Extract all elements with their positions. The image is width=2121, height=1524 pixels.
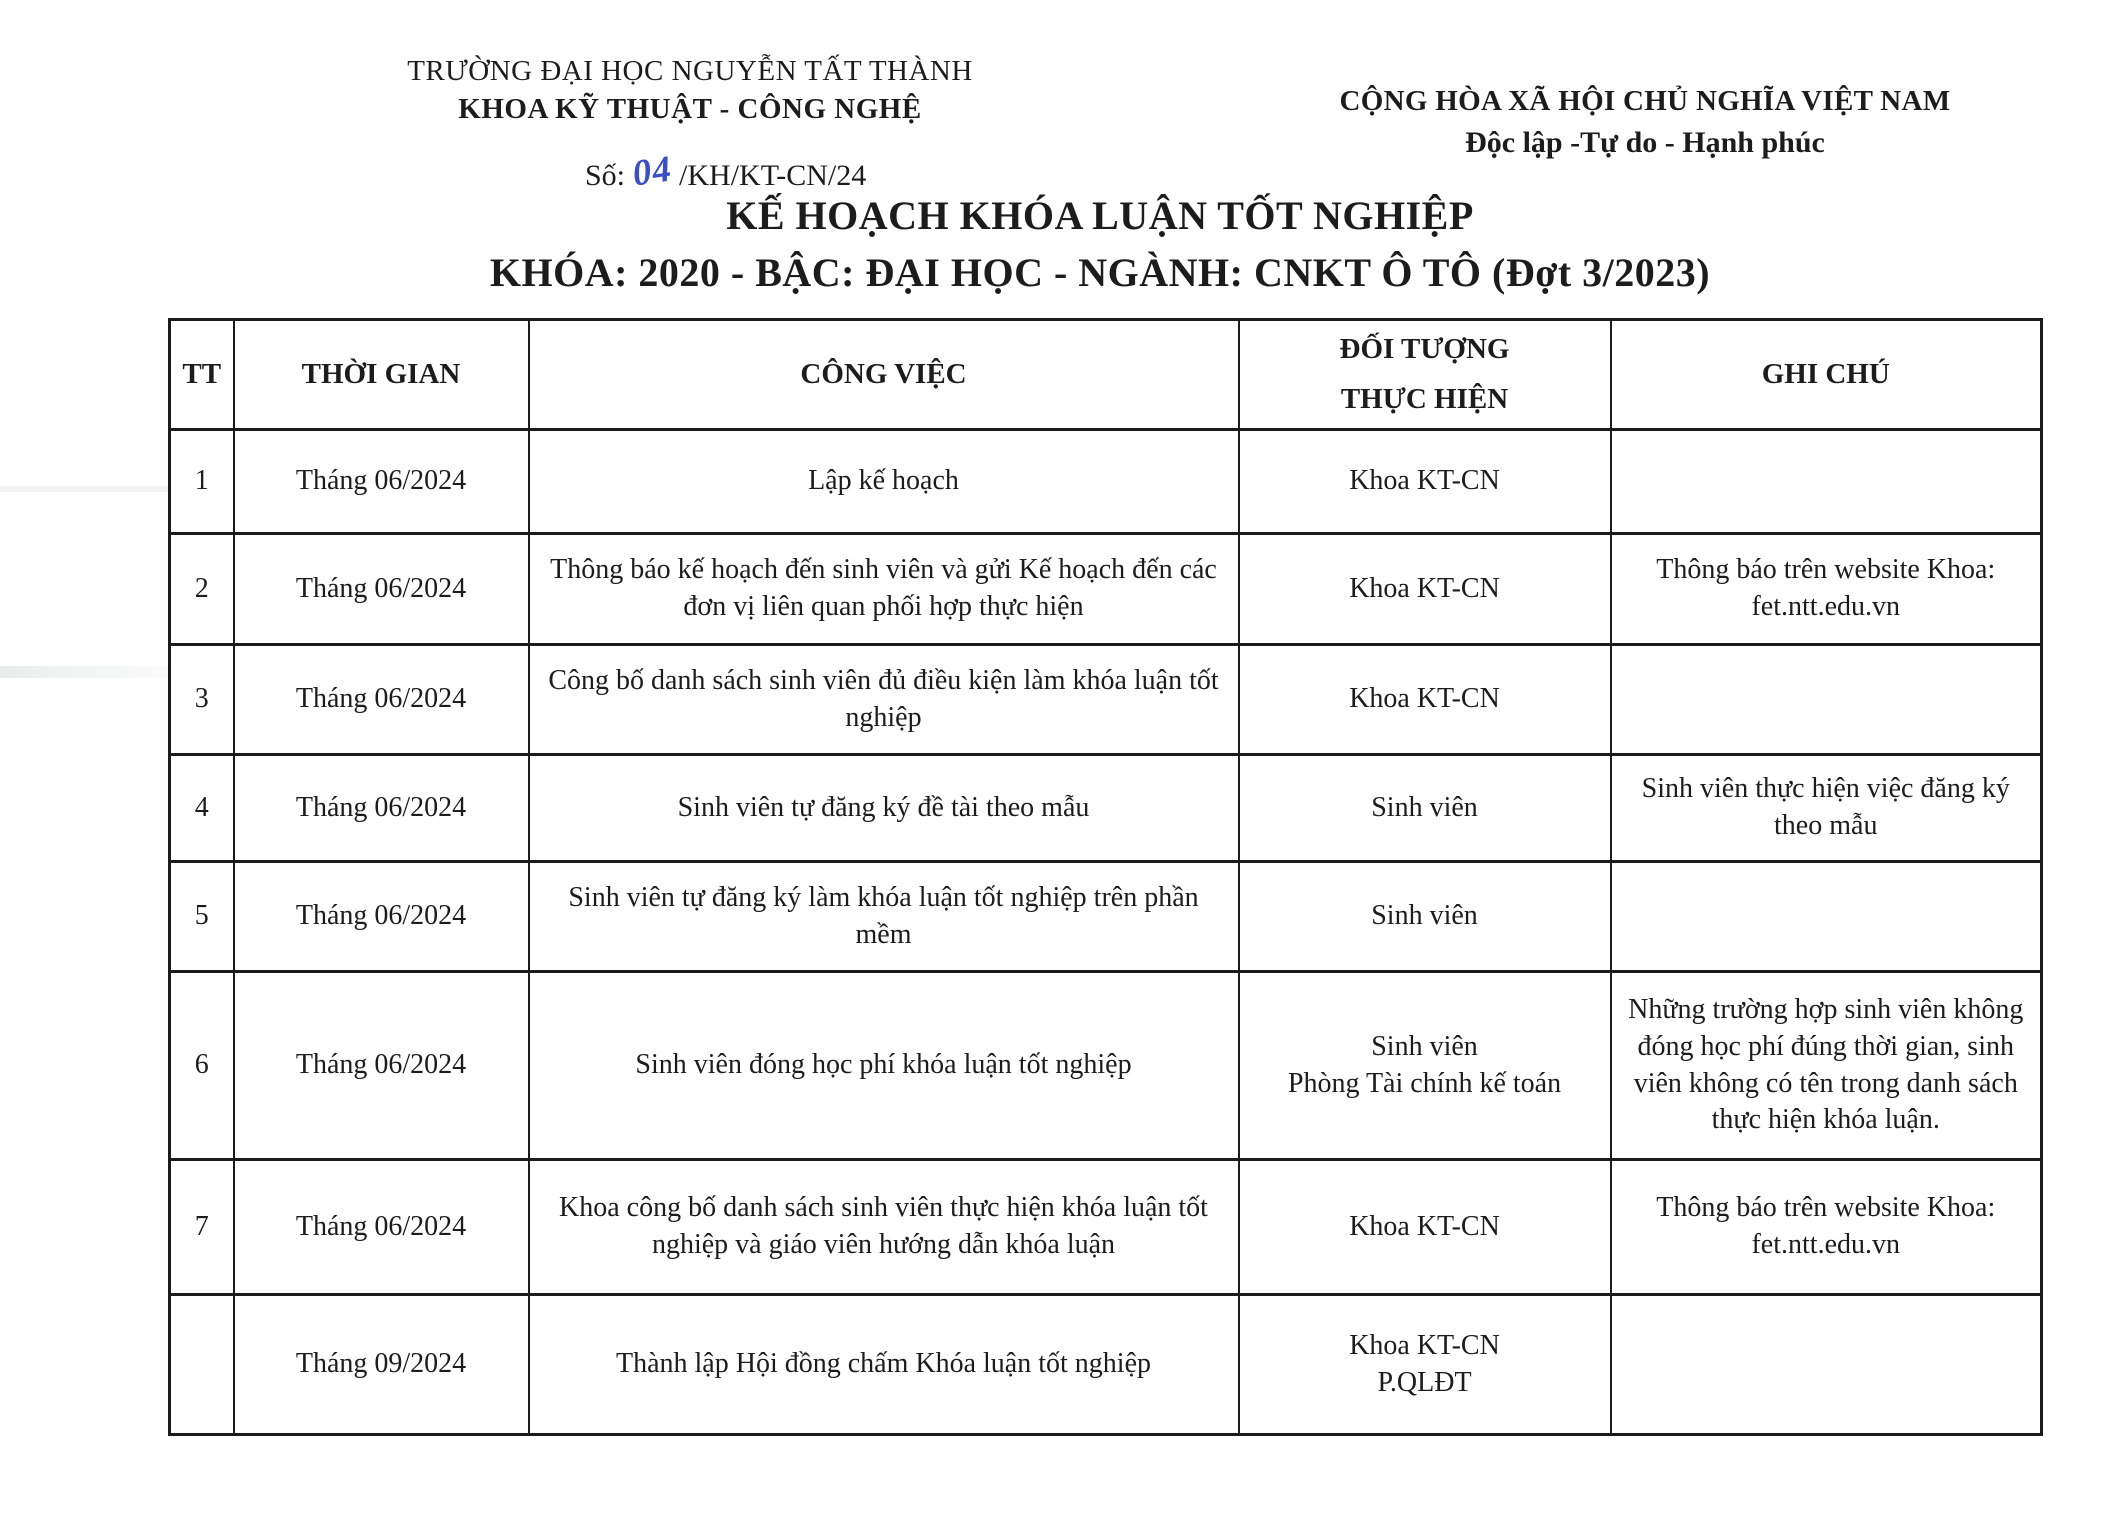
task-cell: Sinh viên tự đăng ký làm khóa luận tốt n… (527, 860, 1240, 973)
time-cell: Tháng 06/2024 (232, 753, 530, 863)
table-row: 1 Tháng 06/2024 Lập kế hoạch Khoa KT-CN (168, 428, 2043, 535)
task-cell: Sinh viên đóng học phí khóa luận tốt ngh… (527, 970, 1240, 1161)
plan-table: TT THỜI GIAN CÔNG VIỆC ĐỐI TƯỢNG THỰC HI… (168, 318, 2043, 1436)
time-cell: Tháng 09/2024 (232, 1293, 530, 1436)
document-title: KẾ HOẠCH KHÓA LUẬN TỐT NGHIỆP (726, 193, 1474, 238)
table-row: 2 Tháng 06/2024 Thông báo kế hoạch đến s… (168, 532, 2043, 646)
document-number-handwritten: 04 (629, 148, 674, 195)
tt-cell: 4 (168, 753, 235, 863)
task-cell: Thông báo kế hoạch đến sinh viên và gửi … (527, 532, 1240, 646)
time-cell: Tháng 06/2024 (232, 428, 530, 535)
time-cell: Tháng 06/2024 (232, 860, 530, 973)
tt-cell: 7 (168, 1158, 235, 1296)
document-number-suffix: /KH/KT-CN/24 (671, 159, 867, 192)
table-row: 3 Tháng 06/2024 Công bố danh sách sinh v… (168, 643, 2043, 756)
note-cell (1609, 1293, 2043, 1436)
faculty-name: KHOA KỸ THUẬT - CÔNG NGHỆ (458, 93, 922, 125)
who-cell: Khoa KT-CN P.QLĐT (1237, 1293, 1612, 1436)
header-tt: TT (168, 318, 235, 431)
header-task: CÔNG VIỆC (527, 318, 1240, 431)
tt-cell: 5 (168, 860, 235, 973)
note-cell: Thông báo trên website Khoa: fet.ntt.edu… (1609, 1158, 2043, 1296)
table-row: 4 Tháng 06/2024 Sinh viên tự đăng ký đề … (168, 753, 2043, 863)
tt-cell: 1 (168, 428, 235, 535)
table-header-row: TT THỜI GIAN CÔNG VIỆC ĐỐI TƯỢNG THỰC HI… (168, 318, 2043, 431)
note-cell (1609, 428, 2043, 535)
document-number: Số: 04 /KH/KT-CN/24 (585, 149, 867, 195)
tt-cell: 3 (168, 643, 235, 756)
note-cell (1609, 860, 2043, 973)
task-cell: Khoa công bố danh sách sinh viên thực hi… (527, 1158, 1240, 1296)
tt-cell (168, 1293, 235, 1436)
note-cell: Sinh viên thực hiện việc đăng ký theo mẫ… (1609, 753, 2043, 863)
scan-artifact (0, 666, 172, 678)
time-cell: Tháng 06/2024 (232, 643, 530, 756)
task-cell: Sinh viên tự đăng ký đề tài theo mẫu (527, 753, 1240, 863)
who-cell: Sinh viên (1237, 860, 1612, 973)
table-row: 7 Tháng 06/2024 Khoa công bố danh sách s… (168, 1158, 2043, 1296)
note-cell: Những trường hợp sinh viên không đóng họ… (1609, 970, 2043, 1161)
time-cell: Tháng 06/2024 (232, 1158, 530, 1296)
tt-cell: 6 (168, 970, 235, 1161)
national-motto-line1: CỘNG HÒA XÃ HỘI CHỦ NGHĨA VIỆT NAM (1339, 85, 1951, 117)
task-cell: Công bố danh sách sinh viên đủ điều kiện… (527, 643, 1240, 756)
tt-cell: 2 (168, 532, 235, 646)
scan-artifact (0, 486, 168, 492)
who-cell: Sinh viên Phòng Tài chính kế toán (1237, 970, 1612, 1161)
table-row: 5 Tháng 06/2024 Sinh viên tự đăng ký làm… (168, 860, 2043, 973)
time-cell: Tháng 06/2024 (232, 532, 530, 646)
table-row: 6 Tháng 06/2024 Sinh viên đóng học phí k… (168, 970, 2043, 1161)
note-cell (1609, 643, 2043, 756)
document-number-label: Số: (585, 159, 633, 192)
task-cell: Lập kế hoạch (527, 428, 1240, 535)
time-cell: Tháng 06/2024 (232, 970, 530, 1161)
who-cell: Khoa KT-CN (1237, 643, 1612, 756)
header-note: GHI CHÚ (1609, 318, 2043, 431)
who-cell: Khoa KT-CN (1237, 428, 1612, 535)
header-who: ĐỐI TƯỢNG THỰC HIỆN (1237, 318, 1612, 431)
header-time: THỜI GIAN (232, 318, 530, 431)
task-cell: Thành lập Hội đồng chấm Khóa luận tốt ng… (527, 1293, 1240, 1436)
who-cell: Khoa KT-CN (1237, 1158, 1612, 1296)
who-cell: Khoa KT-CN (1237, 532, 1612, 646)
table-row: Tháng 09/2024 Thành lập Hội đồng chấm Kh… (168, 1293, 2043, 1436)
note-cell: Thông báo trên website Khoa: fet.ntt.edu… (1609, 532, 2043, 646)
document-subtitle: KHÓA: 2020 - BẬC: ĐẠI HỌC - NGÀNH: CNKT … (489, 250, 1711, 295)
university-name: TRƯỜNG ĐẠI HỌC NGUYỄN TẤT THÀNH (407, 55, 973, 87)
who-cell: Sinh viên (1237, 753, 1612, 863)
national-motto-line2: Độc lập -Tự do - Hạnh phúc (1465, 126, 1825, 159)
